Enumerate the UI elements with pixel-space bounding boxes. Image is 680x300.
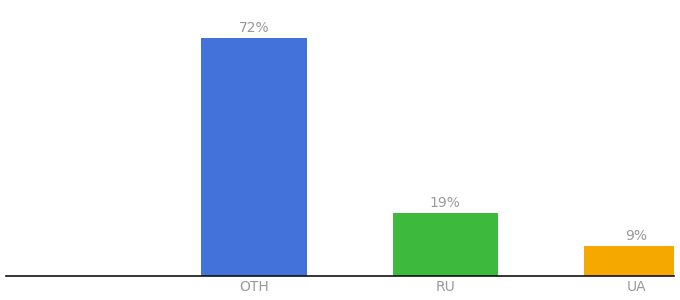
- Bar: [583, 246, 680, 276]
- Text: 9%: 9%: [625, 229, 647, 243]
- Bar: [201, 38, 307, 276]
- Text: 19%: 19%: [430, 196, 460, 210]
- Bar: [392, 213, 498, 276]
- Text: 72%: 72%: [239, 21, 269, 35]
